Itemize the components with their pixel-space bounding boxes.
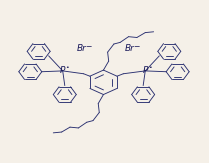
Text: •: • [148,65,152,70]
Text: −: − [133,42,140,51]
Text: Br: Br [76,44,86,53]
Text: P: P [143,66,148,75]
Text: P: P [60,66,65,75]
Text: •: • [65,65,69,70]
Text: −: − [85,42,92,51]
Text: Br: Br [124,44,134,53]
